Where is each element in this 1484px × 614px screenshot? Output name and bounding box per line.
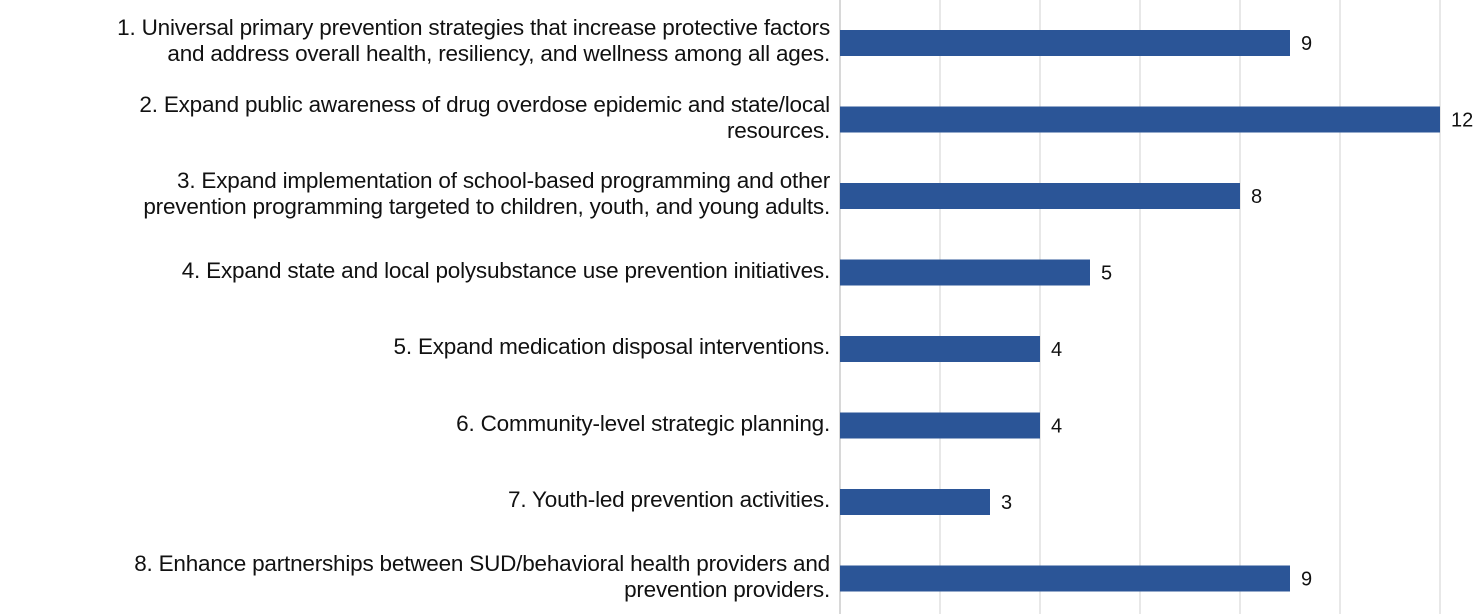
category-label-line: 1. Universal primary prevention strategi… [117,15,830,40]
category-label-line: 4. Expand state and local polysubstance … [181,257,830,283]
bar [840,259,1090,286]
category-label-line: 2. Expand public awareness of drug overd… [139,91,830,117]
data-label: 3 [1001,492,1012,514]
bar [840,336,1040,362]
bar [840,183,1240,209]
category-label-line: 8. Enhance partnerships between SUD/beha… [134,550,830,576]
category-label-line: resources. [726,117,830,143]
data-label: 8 [1251,186,1262,208]
category-label: 3. Expand implementation of school-based… [0,168,830,220]
category-label-line: 5. Expand medication disposal interventi… [393,334,831,359]
category-label-line: prevention providers. [624,576,830,602]
bar [840,489,990,515]
category-label-line: and address overall health, resiliency, … [167,41,830,66]
data-label: 4 [1051,416,1062,438]
category-label-line: 6. Community-level strategic planning. [456,410,830,436]
bar [840,106,1440,133]
bar [840,30,1290,56]
category-label: 5. Expand medication disposal interventi… [0,334,831,360]
category-label: 4. Expand state and local polysubstance … [0,258,830,284]
data-label: 9 [1301,569,1312,591]
category-label: 2. Expand public awareness of drug overd… [0,92,830,144]
data-label: 12 [1451,110,1473,132]
category-label: 8. Enhance partnerships between SUD/beha… [0,551,830,603]
category-label-line: 3. Expand implementation of school-based… [177,168,830,193]
data-label: 5 [1101,263,1112,285]
data-label: 4 [1051,339,1062,361]
bar [840,412,1040,439]
bar [840,565,1290,592]
category-label: 1. Universal primary prevention strategi… [0,15,830,67]
category-label: 7. Youth-led prevention activities. [0,487,830,513]
category-label-line: prevention programming targeted to child… [143,194,830,219]
category-label: 6. Community-level strategic planning. [0,411,830,437]
category-label-line: 7. Youth-led prevention activities. [508,487,830,512]
data-label: 9 [1301,33,1312,55]
